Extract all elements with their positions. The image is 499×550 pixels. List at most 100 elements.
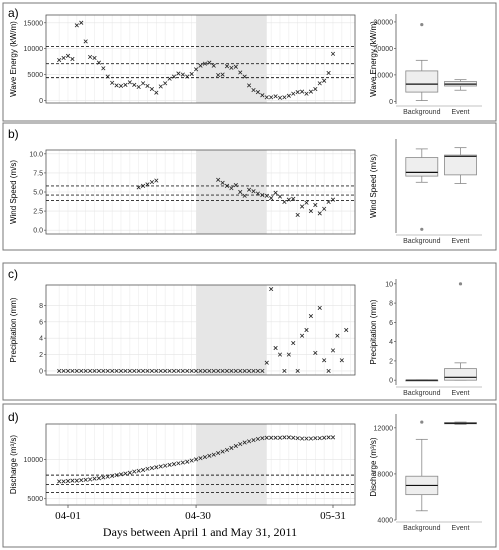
box-y-tick-label: 0	[389, 99, 393, 106]
y-tick-label: 5000	[27, 72, 43, 79]
data-point	[251, 438, 256, 443]
data-point	[282, 199, 287, 205]
x-tick-label-mid: 04-30	[185, 510, 211, 522]
data-point	[123, 82, 128, 87]
data-point	[176, 71, 181, 76]
data-point	[141, 368, 146, 373]
event-window-shading	[196, 150, 267, 234]
data-point	[132, 368, 137, 373]
data-point	[70, 478, 75, 483]
data-point	[308, 209, 313, 214]
data-point	[322, 206, 327, 211]
y-axis-title: Wind Speed (m/s)	[9, 160, 18, 224]
data-point	[163, 463, 168, 468]
data-point	[229, 186, 234, 191]
data-point	[317, 211, 322, 216]
data-point	[101, 475, 106, 480]
data-point	[255, 90, 260, 95]
data-point	[70, 56, 75, 62]
data-point	[322, 435, 327, 440]
box-y-tick-label: 8	[389, 301, 393, 308]
box-category-label: Event	[452, 390, 470, 397]
box-y-tick-label: 20000	[374, 46, 394, 53]
data-point	[282, 435, 287, 440]
data-point	[176, 368, 181, 373]
data-point	[101, 368, 106, 373]
data-point	[194, 368, 199, 373]
data-point	[211, 368, 216, 373]
data-point	[57, 57, 62, 63]
event-window-shading	[196, 424, 267, 505]
event-window-shading	[196, 15, 267, 103]
data-point	[224, 368, 230, 373]
y-tick-label: 0.0	[33, 228, 43, 235]
data-point	[110, 368, 115, 373]
x-axis-title: Days between April 1 and May 31, 2011	[103, 525, 297, 539]
data-point	[229, 445, 234, 451]
data-point	[326, 435, 331, 440]
data-point	[330, 51, 336, 56]
event-window-shading	[196, 285, 267, 375]
y-tick-label: 6	[39, 319, 43, 326]
data-point	[123, 368, 128, 373]
data-point	[242, 74, 247, 79]
data-point	[118, 472, 124, 477]
data-point	[260, 192, 265, 198]
data-point	[65, 53, 71, 58]
data-point	[273, 190, 278, 195]
data-point	[216, 368, 221, 373]
data-point	[57, 368, 62, 373]
data-point	[229, 65, 234, 70]
data-point	[247, 368, 252, 373]
box-category-label: Event	[452, 238, 470, 245]
data-point	[70, 368, 75, 373]
data-point	[132, 469, 137, 474]
data-point	[202, 368, 207, 373]
data-point	[233, 64, 238, 69]
data-point	[167, 76, 172, 81]
data-point	[277, 194, 283, 199]
data-point	[282, 95, 287, 100]
data-point	[154, 368, 159, 373]
data-point	[216, 177, 221, 182]
box-y-tick-label: 8000	[377, 471, 393, 478]
data-point	[141, 467, 146, 473]
data-point	[242, 368, 247, 373]
data-point	[145, 182, 150, 187]
data-point	[149, 465, 154, 471]
box-category-label: Background	[403, 109, 440, 116]
data-point	[57, 479, 62, 484]
panel-frame	[2, 2, 497, 122]
data-point	[158, 464, 163, 469]
data-point	[304, 327, 309, 333]
data-point	[233, 443, 238, 449]
y-axis-title: Discharge (m³/s)	[9, 435, 18, 494]
data-point	[189, 71, 194, 77]
box-y-tick-label: 10000	[374, 72, 394, 79]
box-event: Event	[444, 282, 477, 397]
data-point	[255, 436, 260, 442]
box-y-tick-label: 4	[389, 339, 393, 346]
data-point	[136, 185, 141, 190]
box-category-label: Background	[403, 390, 440, 397]
y-axis-title: Wave Energy (kW/m)	[9, 21, 18, 97]
data-point	[118, 83, 124, 89]
panel-label: a)	[8, 6, 19, 20]
data-point	[251, 368, 256, 373]
box-category-label: Background	[403, 238, 440, 245]
data-point	[251, 189, 256, 194]
data-point	[96, 476, 101, 481]
data-point	[141, 81, 146, 86]
y-tick-label: 15000	[24, 20, 44, 27]
data-point	[277, 435, 283, 440]
panel-frame	[2, 122, 497, 251]
data-point	[216, 451, 221, 456]
data-point	[105, 74, 110, 79]
data-point	[118, 368, 124, 373]
data-point	[74, 368, 79, 373]
data-point	[224, 183, 230, 188]
data-point	[114, 83, 119, 88]
data-point	[339, 358, 344, 363]
